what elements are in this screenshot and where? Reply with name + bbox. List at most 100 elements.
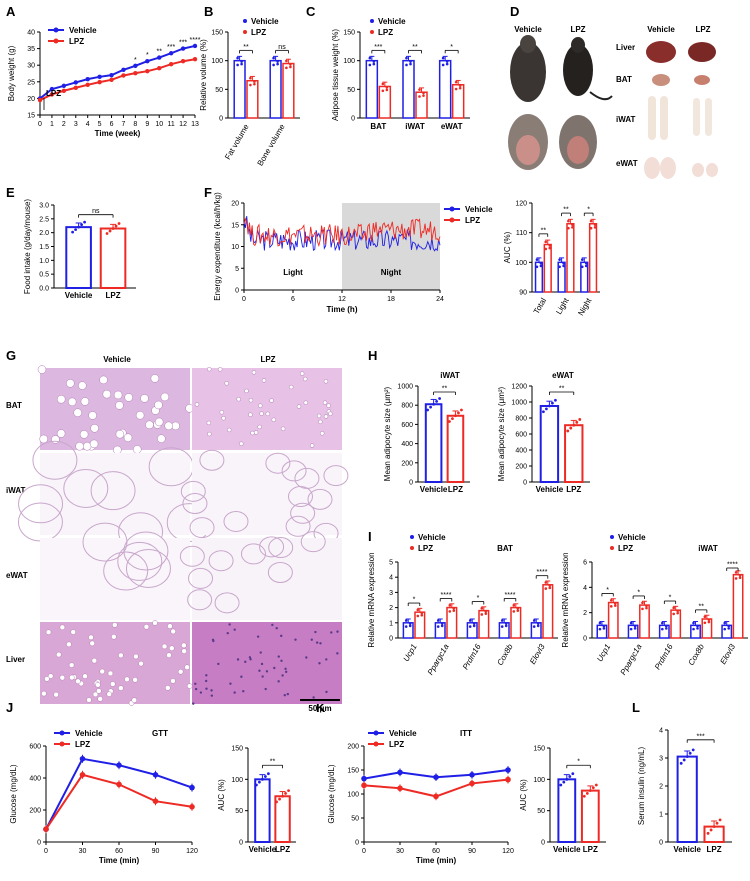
cell — [261, 675, 264, 678]
cell — [258, 669, 261, 672]
x-tick-label: LPZ — [448, 485, 463, 494]
data-point — [568, 775, 572, 778]
data-point — [715, 821, 719, 825]
x-tick-label: Fat volume — [223, 122, 251, 161]
data-point — [539, 261, 543, 265]
y-tick-label: 200 — [401, 460, 413, 467]
significance-label: * — [450, 44, 453, 51]
cell — [124, 393, 133, 402]
data-point — [420, 613, 424, 617]
cell — [47, 673, 54, 679]
significance-label: * — [669, 595, 672, 602]
cell — [78, 381, 87, 390]
data-point — [372, 62, 376, 66]
legend-marker — [373, 741, 379, 747]
y-tick-label: 100 — [515, 260, 527, 267]
adipocyte — [267, 561, 293, 583]
cell — [229, 682, 232, 685]
cell — [217, 662, 220, 666]
cell — [132, 677, 138, 683]
cell — [309, 443, 315, 448]
data-point — [602, 627, 606, 630]
x-tick-label: 30 — [79, 848, 87, 855]
legend-label: Vehicle — [418, 533, 446, 542]
data-point — [249, 83, 252, 87]
cell — [181, 648, 187, 654]
x-tick-label: 120 — [502, 848, 514, 855]
cell — [59, 624, 66, 631]
data-point — [236, 63, 239, 67]
ewat-lpz — [706, 163, 718, 177]
data-point — [73, 80, 78, 85]
y-tick-label: 0 — [541, 840, 545, 847]
y-tick-label: 0 — [235, 288, 239, 295]
legend-marker — [243, 30, 247, 34]
data-point — [696, 627, 699, 630]
y-tick-label: 100 — [343, 58, 355, 65]
adipocyte — [268, 537, 294, 559]
data-point — [404, 625, 408, 628]
x-tick-label: Elovl3 — [528, 642, 547, 666]
data-point — [43, 826, 49, 832]
cell — [192, 702, 195, 705]
cell — [107, 670, 114, 677]
cell — [325, 690, 328, 694]
data-point — [536, 622, 540, 625]
adipocyte — [323, 465, 349, 487]
significance-label: * — [587, 207, 590, 214]
panel-letter: J — [6, 700, 13, 715]
y-tick-label: 200 — [347, 744, 359, 751]
data-point — [117, 222, 121, 225]
data-point — [544, 581, 548, 584]
legend-marker — [243, 19, 247, 23]
data-point — [49, 92, 55, 97]
data-point — [240, 62, 243, 66]
cell — [75, 678, 81, 685]
data-point — [426, 408, 429, 412]
data-point — [734, 577, 738, 580]
data-point — [505, 767, 511, 773]
cell — [207, 431, 212, 437]
x-axis-label: Time (min) — [416, 856, 457, 865]
mouse-open-abdomen — [516, 135, 540, 165]
data-point — [397, 769, 403, 776]
data-point — [567, 219, 570, 223]
cell — [236, 396, 241, 402]
bar — [498, 622, 510, 639]
cell — [184, 664, 190, 670]
data-point — [589, 219, 593, 223]
legend-marker — [59, 730, 65, 736]
data-point — [672, 606, 675, 610]
mouse-head — [571, 37, 585, 53]
data-point — [264, 775, 267, 778]
bar — [564, 424, 584, 484]
y-tick-label: 5 — [389, 560, 393, 567]
cell — [280, 426, 286, 432]
y-tick-label: 1.0 — [39, 258, 49, 265]
cell — [96, 688, 102, 694]
bar — [627, 624, 639, 639]
significance-label: ns — [92, 208, 100, 215]
data-point — [545, 407, 548, 411]
x-tick-label: iWAT — [405, 122, 425, 131]
data-point — [445, 62, 449, 66]
cell — [261, 378, 267, 383]
panel-letter: L — [632, 700, 640, 715]
significance-label: ** — [541, 227, 547, 234]
adipocyte — [214, 592, 240, 614]
data-point — [580, 265, 584, 269]
data-point — [385, 86, 389, 89]
cell — [336, 630, 339, 633]
cell — [323, 414, 329, 419]
significance-label: ** — [698, 603, 704, 610]
cell — [242, 690, 245, 693]
x-tick-label: 0 — [44, 848, 48, 855]
x-axis-label: Time (week) — [95, 129, 141, 138]
significance-label: * — [577, 759, 580, 766]
significance-label: ns — [278, 44, 286, 51]
data-point — [157, 65, 162, 71]
data-point — [436, 619, 440, 622]
cell — [256, 635, 260, 638]
panel-letter: G — [6, 348, 16, 363]
bar — [510, 606, 522, 639]
